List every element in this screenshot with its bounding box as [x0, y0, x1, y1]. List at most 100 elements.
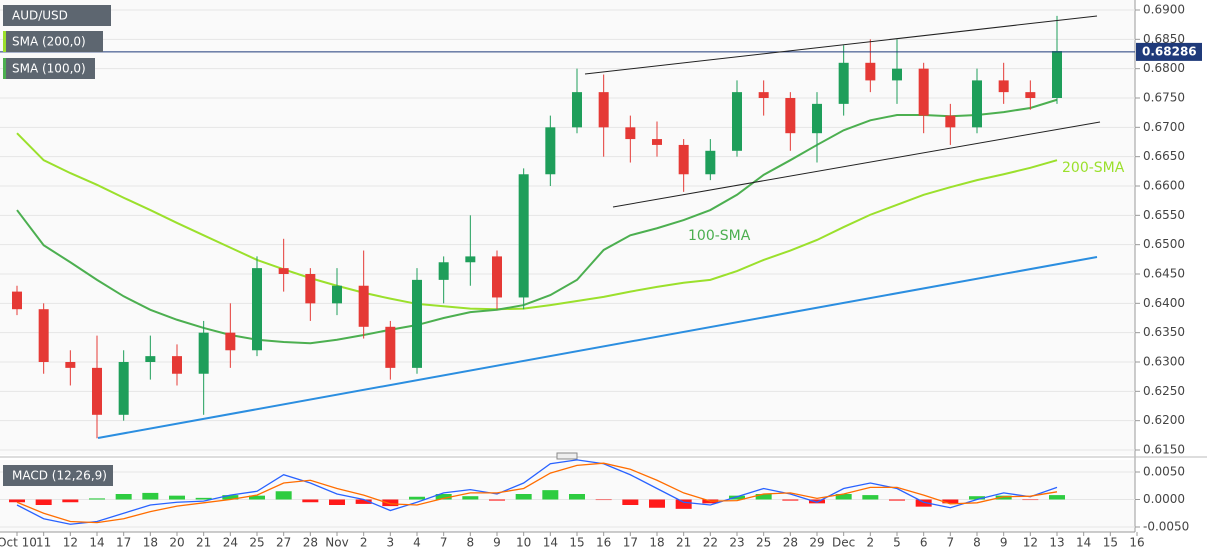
macd-line	[16, 459, 1058, 525]
legend: AUD/USD SMA (200,0) SMA (100,0) MACD (12…	[3, 5, 113, 486]
x-tick-label: 6	[920, 536, 928, 550]
candle-body	[225, 332, 236, 351]
candle-body	[12, 291, 22, 310]
candle-body	[492, 256, 502, 298]
histogram-bar	[729, 495, 745, 500]
histogram-bar	[9, 499, 25, 503]
histogram-bar	[249, 495, 265, 500]
x-tick-label: 9	[493, 536, 501, 550]
candle-body	[545, 127, 556, 175]
y-tick-label: -0.0050	[1143, 520, 1189, 534]
histogram-bar	[649, 499, 665, 508]
y-tick-label: 0.6250	[1143, 384, 1185, 398]
x-tick-label: Nov	[325, 536, 348, 550]
x-tick-label: 12	[1023, 536, 1038, 550]
candle-body	[598, 92, 609, 128]
x-tick-label: 29	[809, 536, 824, 550]
candle-body	[92, 367, 102, 415]
candle-body	[812, 103, 822, 134]
x-tick-label: 2	[360, 536, 368, 550]
histogram-bar	[35, 499, 52, 505]
candle-body	[518, 174, 529, 298]
x-tick-label: 18	[143, 536, 158, 550]
y-tick-label: 0.0050	[1143, 465, 1185, 479]
legend-box	[3, 58, 95, 79]
histogram-bar	[915, 499, 932, 507]
candle-body	[678, 144, 689, 175]
y-tick-label: 0.6700	[1143, 120, 1185, 134]
y-tick-label: 0.6500	[1143, 237, 1185, 251]
x-tick-label: 4	[413, 536, 421, 550]
candle-body	[465, 256, 476, 263]
y-tick-label: 0.6300	[1143, 355, 1185, 369]
candle-body	[198, 332, 209, 374]
y-tick-label: 0.6150	[1143, 443, 1185, 457]
y-tick-label: 0.6750	[1143, 91, 1185, 105]
x-tick-label: 21	[196, 536, 211, 550]
candle-body	[385, 326, 396, 368]
histogram-bar	[435, 494, 452, 500]
x-tick-label: 14	[89, 536, 104, 550]
histogram-bar	[222, 495, 239, 500]
candle-body	[998, 80, 1009, 93]
candle-body	[838, 62, 849, 104]
x-tick-label: 8	[467, 536, 475, 550]
histogram-bar	[995, 495, 1012, 500]
x-tick-label: 8	[973, 536, 981, 550]
histogram-bar	[195, 497, 212, 500]
histogram-bar	[569, 494, 585, 500]
resize-handle[interactable]	[556, 452, 578, 460]
y-tick-label: 0.6200	[1143, 413, 1185, 427]
candle-body	[305, 274, 316, 304]
sma-line	[16, 98, 1058, 345]
histogram-bar	[142, 492, 159, 500]
candle-body	[865, 62, 876, 81]
y-tick-label: 0.6350	[1143, 325, 1185, 339]
x-tick-label: 20	[169, 536, 184, 550]
y-tick-label: 0.0000	[1143, 492, 1185, 506]
candle-body	[625, 127, 636, 140]
x-tick-label: 10	[516, 536, 531, 550]
histogram-bar	[595, 499, 612, 501]
annotation: 100-SMA	[688, 228, 751, 244]
x-tick-label: 21	[676, 536, 691, 550]
legend-swatch	[3, 58, 6, 79]
legend-swatch	[3, 31, 6, 52]
histogram-bar	[889, 499, 905, 501]
y-tick-label: 0.6600	[1143, 179, 1185, 193]
histogram-bar	[515, 494, 532, 500]
x-tick-label: 22	[703, 536, 718, 550]
legend-label: AUD/USD	[12, 9, 68, 23]
legend-label: SMA (100,0)	[12, 62, 86, 76]
x-tick-label: 15	[1103, 536, 1118, 550]
x-tick-label: 17	[623, 536, 638, 550]
x-tick-label: 14	[543, 536, 558, 550]
histogram-bar	[755, 494, 772, 500]
histogram-bar	[275, 491, 292, 500]
x-tick-label: 7	[947, 536, 955, 550]
candle-body	[358, 285, 369, 327]
histogram-bar	[809, 499, 825, 504]
trend-line	[97, 256, 1098, 439]
candle-body	[118, 362, 129, 415]
channel-line	[612, 121, 1101, 208]
annotation: 200-SMA	[1062, 160, 1125, 176]
histogram-bar	[1022, 499, 1039, 501]
candle-body	[945, 115, 956, 128]
candle-body	[412, 279, 422, 368]
x-tick-label: 17	[116, 536, 131, 550]
histogram-bar	[862, 495, 879, 500]
legend-box	[3, 31, 103, 52]
y-tick-label: 0.6450	[1143, 267, 1185, 281]
candle-body	[278, 268, 289, 274]
x-tick-label: 12	[63, 536, 78, 550]
x-tick-label: 28	[303, 536, 318, 550]
macd-line	[16, 462, 1058, 524]
candle-body	[972, 80, 982, 128]
histogram-bar	[622, 499, 639, 505]
x-tick-label: 13	[1049, 536, 1064, 550]
histogram-bar	[169, 495, 185, 500]
last-price-box	[1136, 42, 1202, 61]
histogram-bar	[942, 499, 959, 504]
